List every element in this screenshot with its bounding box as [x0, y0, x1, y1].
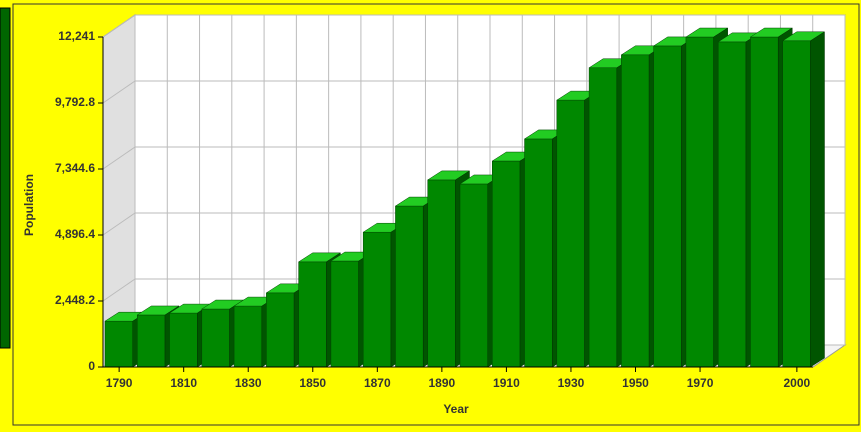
y-tick-label: 12,241 [58, 29, 95, 43]
x-tick-label: 1830 [235, 376, 262, 390]
bar [717, 41, 747, 368]
x-tick-label: 1930 [558, 376, 585, 390]
x-tick-label: 2000 [784, 376, 811, 390]
bar [459, 183, 489, 368]
y-tick-label: 0 [88, 359, 95, 373]
x-tick-label: 1790 [106, 376, 133, 390]
bar [298, 261, 327, 368]
y-tick-label: 2,448.2 [55, 293, 95, 307]
x-axis-label: Year [443, 402, 469, 416]
grid-line-side [102, 80, 136, 104]
bar [621, 54, 650, 368]
bar [330, 260, 359, 368]
bar [266, 292, 295, 368]
bar [395, 205, 424, 368]
grid-line-side [102, 212, 136, 236]
grid-line-side [102, 14, 136, 38]
x-tick-label: 1850 [299, 376, 326, 390]
x-tick-label: 1870 [364, 376, 391, 390]
grid-line-side [102, 278, 136, 302]
x-tick-label: 1910 [493, 376, 520, 390]
x-tick-label: 1950 [622, 376, 649, 390]
bar [782, 40, 811, 368]
bar-side [810, 31, 825, 368]
frame [12, 3, 860, 426]
side-panel [0, 7, 11, 349]
grid-line-side [102, 146, 136, 170]
bar [137, 314, 166, 368]
bar [750, 36, 779, 368]
plot-area: 0 2,448.2 4,896.4 7,344.6 9,792.8 12,241 1790 1… [55, 14, 847, 390]
x-tick-label: 1810 [170, 376, 197, 390]
bar [362, 231, 392, 368]
bar [524, 138, 553, 368]
x-tick-label: 1970 [687, 376, 714, 390]
bar [556, 99, 585, 368]
bar [492, 160, 521, 368]
bar [588, 67, 618, 368]
bar [104, 320, 134, 368]
y-tick-label: 7,344.6 [55, 161, 95, 175]
y-tick-label: 4,896.4 [55, 227, 95, 241]
y-axis-label: Population [22, 174, 36, 236]
bar [427, 179, 456, 368]
x-tick-label: 1890 [429, 376, 456, 390]
bar [233, 305, 263, 368]
bar [201, 308, 230, 368]
bar [685, 36, 714, 368]
bar [169, 312, 198, 368]
y-tick-label: 9,792.8 [55, 95, 95, 109]
bar [653, 45, 682, 368]
